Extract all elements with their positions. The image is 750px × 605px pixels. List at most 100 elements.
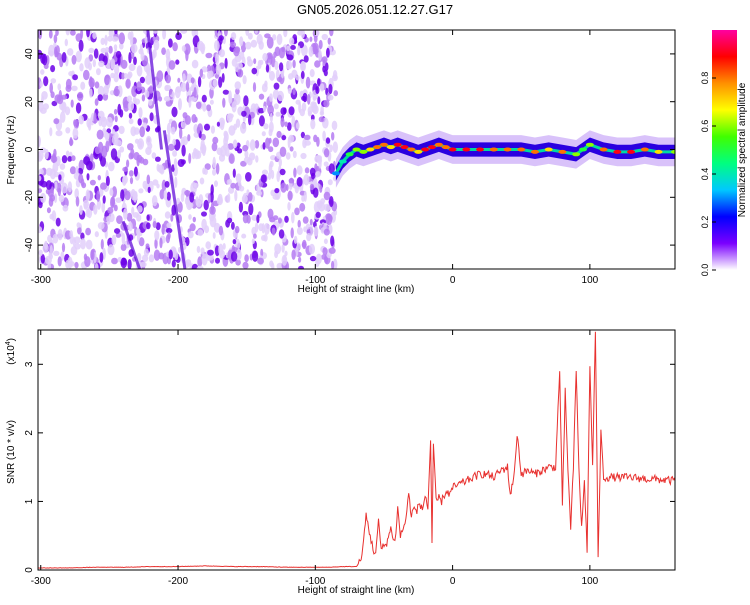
noise-blob <box>230 182 236 189</box>
noise-blob <box>331 260 335 269</box>
noise-blob <box>245 41 252 50</box>
signal-point <box>489 147 498 152</box>
noise-streak <box>146 30 164 150</box>
noise-blob <box>323 99 330 108</box>
noise-blob <box>98 60 105 67</box>
noise-blob <box>332 70 338 80</box>
noise-blob <box>185 49 189 62</box>
noise-blob <box>203 168 208 175</box>
noise-blob <box>69 137 73 147</box>
noise-blob <box>105 175 110 187</box>
chart-title: GN05.2026.051.12.27.G17 <box>297 2 453 17</box>
y-tick-label: 20 <box>24 96 35 108</box>
noise-blob <box>269 70 275 81</box>
noise-blob <box>189 223 196 232</box>
noise-blob <box>85 227 91 236</box>
noise-blob <box>78 115 84 125</box>
noise-blob <box>204 123 210 131</box>
noise-blob <box>215 163 220 175</box>
signal-point <box>441 145 450 150</box>
noise-blob <box>75 102 82 114</box>
noise-blob <box>231 221 235 230</box>
noise-blob <box>99 252 104 263</box>
noise-blob <box>42 243 49 253</box>
noise-blob <box>124 190 131 201</box>
noise-blob <box>191 83 195 92</box>
noise-blob <box>296 227 303 235</box>
noise-blob <box>256 33 263 45</box>
noise-blob <box>102 195 106 204</box>
noise-blob <box>290 45 296 50</box>
noise-blob <box>187 134 191 142</box>
noise-blob <box>153 30 158 34</box>
noise-blob <box>309 183 315 191</box>
noise-blob <box>78 39 84 52</box>
noise-blob <box>138 107 143 119</box>
noise-blob <box>209 215 217 228</box>
noise-blob <box>261 131 266 137</box>
noise-blob <box>323 203 331 212</box>
noise-blob <box>302 216 309 224</box>
noise-blob <box>136 214 142 222</box>
noise-blob <box>97 175 102 181</box>
noise-blob <box>291 249 296 260</box>
noise-blob <box>188 96 192 108</box>
noise-streak <box>121 220 142 269</box>
noise-blob <box>294 207 300 216</box>
noise-blob <box>320 105 324 115</box>
noise-blob <box>155 222 161 231</box>
noise-blob <box>61 52 67 63</box>
y-tick-label: 1 <box>24 498 35 504</box>
signal-point <box>407 147 416 152</box>
noise-blob <box>170 126 176 135</box>
noise-blob <box>251 214 258 221</box>
noise-blob <box>300 70 305 80</box>
noise-blob <box>313 177 318 190</box>
noise-blob <box>303 134 311 140</box>
noise-blob <box>309 36 313 42</box>
noise-blob <box>258 93 265 100</box>
x-tick-label: -300 <box>31 275 51 286</box>
noise-blob <box>67 48 74 56</box>
noise-blob <box>74 188 79 199</box>
noise-blob <box>222 97 226 108</box>
noise-blob <box>125 78 131 89</box>
noise-blob <box>94 231 99 238</box>
noise-blob <box>301 102 307 112</box>
noise-blob <box>165 74 172 84</box>
noise-blob <box>121 72 125 80</box>
noise-blob <box>120 59 128 69</box>
noise-blob <box>97 85 105 97</box>
noise-blob <box>289 146 294 152</box>
snr-scale-suffix: ) <box>6 338 17 341</box>
noise-blob <box>295 75 300 81</box>
noise-blob <box>187 202 194 209</box>
colorbar-tick-label: 0.2 <box>700 216 710 229</box>
noise-blob <box>115 232 122 238</box>
noise-blob <box>100 47 107 54</box>
noise-blob <box>133 56 137 66</box>
signal-point <box>448 147 457 152</box>
noise-blob <box>233 123 238 131</box>
noise-blob <box>210 201 214 214</box>
noise-blob <box>317 96 321 105</box>
noise-blob <box>240 160 247 167</box>
noise-blob <box>308 243 315 255</box>
noise-blob <box>315 171 321 178</box>
noise-blob <box>248 192 253 202</box>
noise-blob <box>242 261 249 269</box>
noise-blob <box>168 249 173 260</box>
noise-blob <box>131 206 135 215</box>
noise-blob <box>111 36 119 42</box>
noise-blob <box>254 103 259 109</box>
noise-blob <box>113 108 118 115</box>
noise-blob <box>181 144 186 157</box>
noise-blob <box>272 215 279 221</box>
noise-blob <box>298 256 302 263</box>
noise-blob <box>253 233 257 239</box>
noise-blob <box>261 83 268 93</box>
noise-blob <box>196 126 201 135</box>
noise-blob <box>257 257 264 265</box>
noise-blob <box>120 257 128 269</box>
